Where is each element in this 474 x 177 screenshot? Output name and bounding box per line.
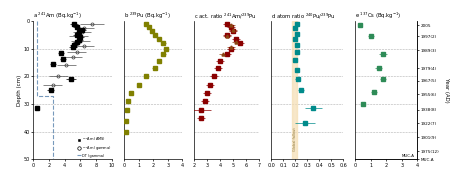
Text: c act. ratio $^{241}$Am/$^{239}$Pu: c act. ratio $^{241}$Am/$^{239}$Pu: [194, 12, 257, 21]
Bar: [292, 21, 297, 159]
Y-axis label: Year (AD): Year (AD): [444, 78, 448, 103]
Legend: $^{241}$Am (AMS), $^{241}$Am (gamma), DT (gamma): $^{241}$Am (AMS), $^{241}$Am (gamma), DT…: [77, 135, 112, 158]
Text: e $^{137}$Cs (Bq.kg$^{-1}$): e $^{137}$Cs (Bq.kg$^{-1}$): [356, 11, 402, 21]
Y-axis label: Depth (cm): Depth (cm): [17, 75, 22, 106]
Text: MUC-A: MUC-A: [401, 154, 414, 158]
Text: a $^{241}$Am (Bq.kg$^{-1}$): a $^{241}$Am (Bq.kg$^{-1}$): [33, 11, 82, 21]
Text: b $^{239}$Pu (Bq.kg$^{-1}$): b $^{239}$Pu (Bq.kg$^{-1}$): [124, 11, 171, 21]
Text: Global fallout: Global fallout: [292, 127, 297, 151]
Text: d atom ratio $^{240}$Pu/$^{239}$Pu: d atom ratio $^{240}$Pu/$^{239}$Pu: [272, 12, 336, 21]
